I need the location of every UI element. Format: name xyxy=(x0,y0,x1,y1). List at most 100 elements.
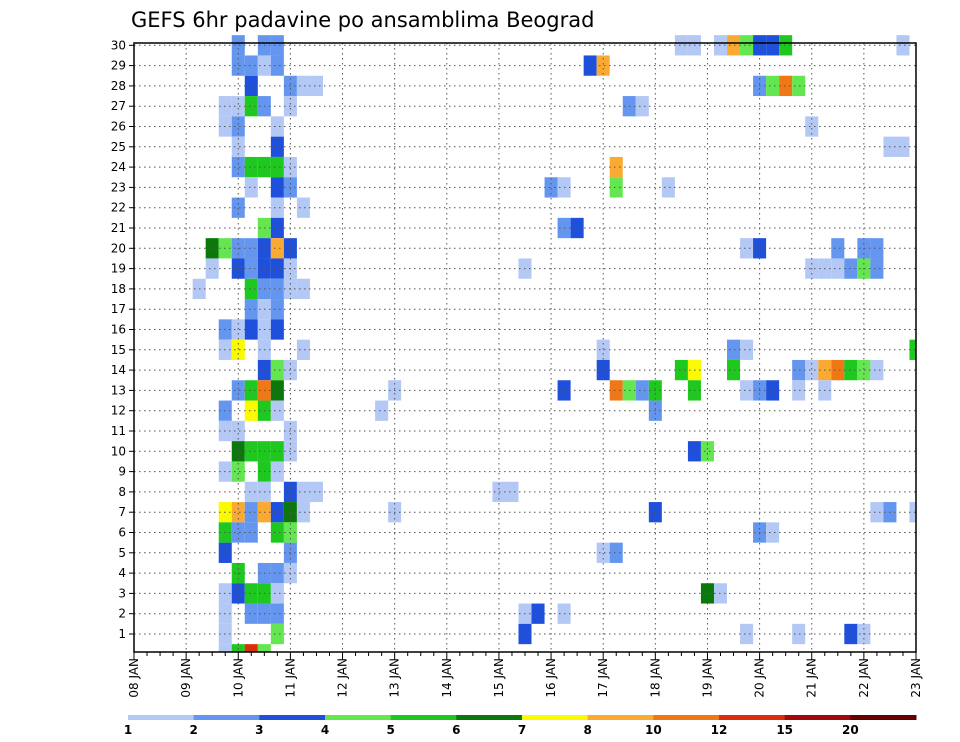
colorbar-swatch xyxy=(784,715,851,720)
precip-cell xyxy=(296,481,310,503)
x-tick-label: 17 JAN xyxy=(596,658,610,698)
precip-cell xyxy=(766,522,780,543)
y-axis: 1234567891011121314151617181920212223242… xyxy=(111,38,134,641)
y-tick-label: 10 xyxy=(111,444,126,458)
precip-cell xyxy=(635,96,649,117)
precip-cell xyxy=(596,359,610,381)
precip-cell xyxy=(231,55,245,76)
precip-cell xyxy=(257,644,271,652)
colorbar-tick-label: 2 xyxy=(189,723,197,737)
precip-cell xyxy=(661,177,675,198)
colorbar-swatch xyxy=(193,715,260,720)
precip-cell xyxy=(609,380,623,401)
precip-cell xyxy=(740,238,754,259)
precip-cell xyxy=(231,420,245,442)
precip-cell xyxy=(727,359,741,381)
precip-cell xyxy=(831,238,845,259)
precip-cell xyxy=(596,339,610,360)
precip-cell xyxy=(231,502,245,523)
y-tick-label: 19 xyxy=(111,262,126,276)
x-tick-label: 20 JAN xyxy=(753,658,767,698)
precip-cell xyxy=(296,502,310,523)
precip-cell xyxy=(231,380,245,401)
precip-cell xyxy=(270,299,284,320)
precip-cell xyxy=(270,522,284,543)
x-axis: 08 JAN 09 JAN 10 JAN 11 JAN 12 JAN 13 JAN 14 J… xyxy=(127,652,923,698)
precip-cell xyxy=(270,197,284,218)
precip-cell xyxy=(870,502,884,523)
y-tick-label: 15 xyxy=(111,343,126,357)
y-tick-label: 6 xyxy=(118,526,126,540)
precip-cell xyxy=(779,35,793,56)
precip-cell xyxy=(231,441,245,462)
precip-cell xyxy=(740,339,754,360)
x-tick-label: 23 JAN xyxy=(909,658,923,698)
precip-cell xyxy=(244,258,258,279)
precip-cell xyxy=(831,258,845,279)
precip-cell xyxy=(244,75,258,97)
y-tick-label: 8 xyxy=(118,485,126,499)
x-tick-label: 10 JAN xyxy=(231,658,245,698)
precip-cell xyxy=(544,177,558,198)
y-tick-label: 11 xyxy=(111,424,126,438)
y-tick-label: 3 xyxy=(118,586,126,600)
colorbar-swatch xyxy=(522,715,589,720)
colorbar-tick-label: 5 xyxy=(386,723,394,737)
y-tick-label: 5 xyxy=(118,546,126,560)
precip-cell xyxy=(270,319,284,340)
precip-cell xyxy=(844,359,858,381)
colorbar-swatch xyxy=(259,715,326,720)
y-tick-label: 20 xyxy=(111,241,126,255)
y-tick-label: 22 xyxy=(111,201,126,215)
precip-cell xyxy=(231,116,245,137)
precip-cell xyxy=(831,359,845,381)
colorbar-tick-label: 6 xyxy=(452,723,460,737)
precip-cell xyxy=(270,35,284,56)
colorbar-swatch xyxy=(719,715,786,720)
colorbar-swatch xyxy=(325,715,392,720)
precip-cell xyxy=(309,481,323,503)
precip-cell xyxy=(570,217,584,239)
precip-cell xyxy=(896,136,910,157)
colorbar-swatch xyxy=(128,715,195,720)
precip-cell xyxy=(244,441,258,462)
chart-title: GEFS 6hr padavine po ansamblima Beograd xyxy=(131,8,594,32)
precip-cell xyxy=(531,603,545,624)
precip-cell xyxy=(270,441,284,462)
precip-cell xyxy=(244,299,258,320)
precip-cell xyxy=(870,238,884,259)
precip-cell xyxy=(218,644,232,652)
colorbar-tick-label: 20 xyxy=(842,723,859,737)
precip-cell xyxy=(596,55,610,76)
colorbar: 1 2 3 4 5 6 7 8 10 12 15 20 xyxy=(124,715,917,737)
precip-cell xyxy=(740,35,754,56)
precip-cell xyxy=(766,35,780,56)
precip-cell xyxy=(296,75,310,97)
precip-cell xyxy=(231,96,245,117)
colorbar-tick-label: 3 xyxy=(255,723,263,737)
y-tick-label: 24 xyxy=(111,160,126,174)
precip-cell xyxy=(609,156,623,178)
precip-cell xyxy=(909,339,916,360)
precip-cell xyxy=(609,542,623,563)
precip-cell xyxy=(270,461,284,482)
y-tick-label: 28 xyxy=(111,79,126,93)
precip-cell xyxy=(244,319,258,340)
precip-cell xyxy=(244,380,258,401)
precip-cell xyxy=(270,238,284,259)
precip-cell xyxy=(231,339,245,360)
colorbar-tick-label: 1 xyxy=(124,723,132,737)
precip-cell xyxy=(244,522,258,543)
precip-cell xyxy=(244,583,258,604)
precip-cell xyxy=(231,197,245,218)
precip-cell xyxy=(231,35,245,56)
precip-cell xyxy=(792,623,806,645)
y-tick-label: 29 xyxy=(111,59,126,73)
precip-cell xyxy=(296,197,310,218)
precip-cell xyxy=(896,35,910,56)
precip-cell xyxy=(296,278,310,300)
colorbar-tick-label: 8 xyxy=(583,723,591,737)
precip-cell xyxy=(270,583,284,604)
precip-cell xyxy=(270,55,284,76)
precip-cell xyxy=(270,359,284,381)
